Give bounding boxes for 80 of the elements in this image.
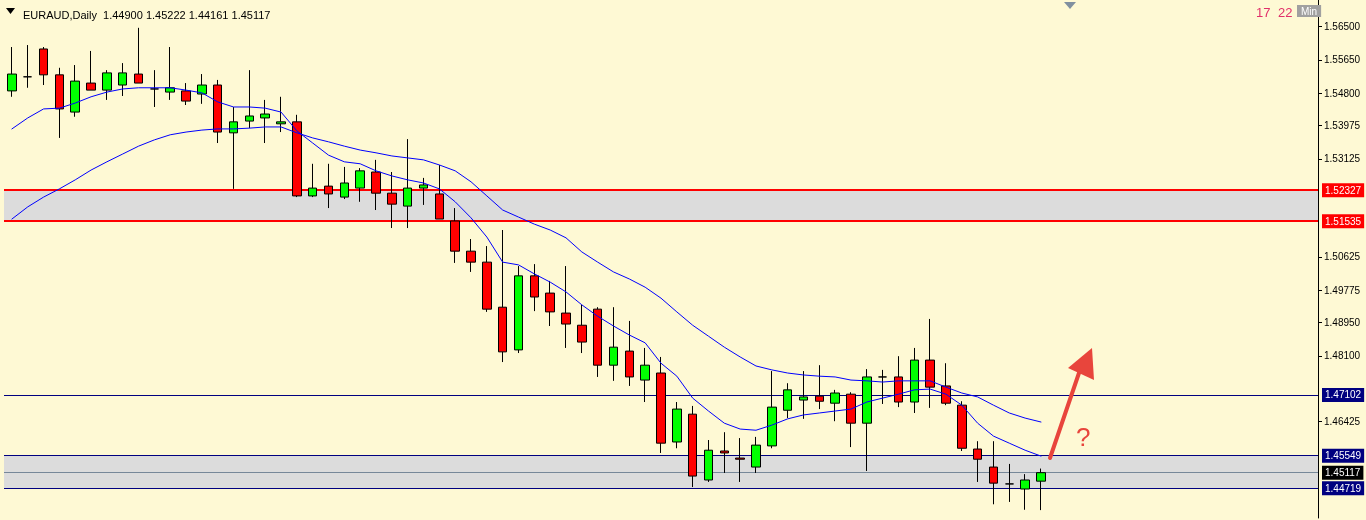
candlestick [466, 238, 476, 273]
candlestick [957, 400, 967, 452]
annotation: 22 [1278, 5, 1293, 20]
candlestick [561, 265, 571, 349]
candlestick [878, 369, 887, 405]
y-tick-label: 1.49775 [1324, 284, 1361, 296]
candlestick [1020, 473, 1030, 511]
candlestick [767, 370, 777, 449]
line-series [11, 87, 1042, 457]
candlestick [229, 106, 238, 190]
candlestick [308, 163, 317, 198]
ref-line-label: 1.45549 [1325, 450, 1362, 462]
candlestick [672, 401, 682, 449]
ref-line-label: 1.45117 [1325, 467, 1361, 479]
candlestick [862, 368, 872, 472]
candlestick [118, 62, 127, 97]
candlestick [102, 69, 112, 101]
candlestick [783, 382, 792, 419]
candlestick [482, 245, 492, 313]
candlestick [355, 167, 365, 203]
candlestick [577, 304, 587, 354]
candlestick [815, 364, 824, 410]
candlestick [165, 46, 175, 101]
text: EURAUD,Daily 1.44900 1.45222 1.44161 1.45117 [23, 8, 271, 21]
y-tick-label: 1.53125 [1324, 153, 1361, 165]
y-tick-label: 1.55650 [1324, 54, 1361, 66]
candlestick [419, 177, 428, 206]
candlestick [245, 69, 254, 129]
candlestick [134, 27, 143, 84]
candlestick [340, 166, 349, 200]
candlestick [276, 96, 286, 133]
candlestick [86, 50, 96, 91]
candlestick [735, 437, 745, 483]
candlestick [403, 138, 412, 229]
candlestick [720, 431, 729, 474]
candlestick [625, 320, 634, 387]
candlestick [260, 99, 270, 144]
candlestick [545, 280, 555, 327]
candlestick [846, 391, 856, 448]
candlestick [751, 436, 761, 474]
ref-line-label: 1.52327 [1325, 184, 1362, 196]
ref-line-label: 1.51535 [1325, 215, 1362, 227]
y-tick-label: 1.46425 [1324, 415, 1361, 427]
candlestick [704, 439, 713, 483]
y-tick-label: 1.48100 [1324, 350, 1361, 362]
candlestick [830, 389, 840, 422]
candlestick [55, 67, 64, 139]
candlestick [7, 46, 17, 98]
y-tick-label: 1.53975 [1324, 120, 1361, 132]
candlestick [39, 46, 48, 86]
y-tick-label: 1.50625 [1324, 251, 1361, 263]
candlestick [530, 263, 539, 312]
candlestick [23, 44, 32, 89]
candlestick [181, 82, 191, 106]
ref-line-label: 1.47102 [1325, 389, 1362, 401]
annotation: Min [1301, 5, 1318, 17]
candlestick [498, 229, 507, 363]
y-tick-label: 1.54800 [1324, 87, 1361, 99]
candlestick [1005, 463, 1014, 503]
candlestick [197, 73, 207, 105]
candlestick [514, 265, 523, 354]
y-tick-label: 1.48950 [1324, 316, 1361, 328]
candlestick [593, 306, 602, 378]
candlestick [973, 440, 982, 483]
candlestick [925, 318, 935, 409]
candlestick [609, 306, 618, 382]
candlestick [656, 356, 666, 454]
annotation: 17 [1256, 5, 1271, 20]
candlestick [688, 405, 697, 488]
annotation: ? [1076, 422, 1091, 452]
candlestick [910, 347, 919, 414]
ref-line-label: 1.44719 [1325, 482, 1362, 494]
candlestick [989, 440, 998, 505]
candlestick [640, 347, 650, 403]
candlestick [70, 64, 80, 118]
candlestick [1036, 468, 1046, 511]
candlestick [213, 79, 222, 144]
candlestick [150, 69, 159, 108]
candlestick [799, 370, 808, 420]
y-tick-label: 1.56500 [1324, 21, 1361, 33]
